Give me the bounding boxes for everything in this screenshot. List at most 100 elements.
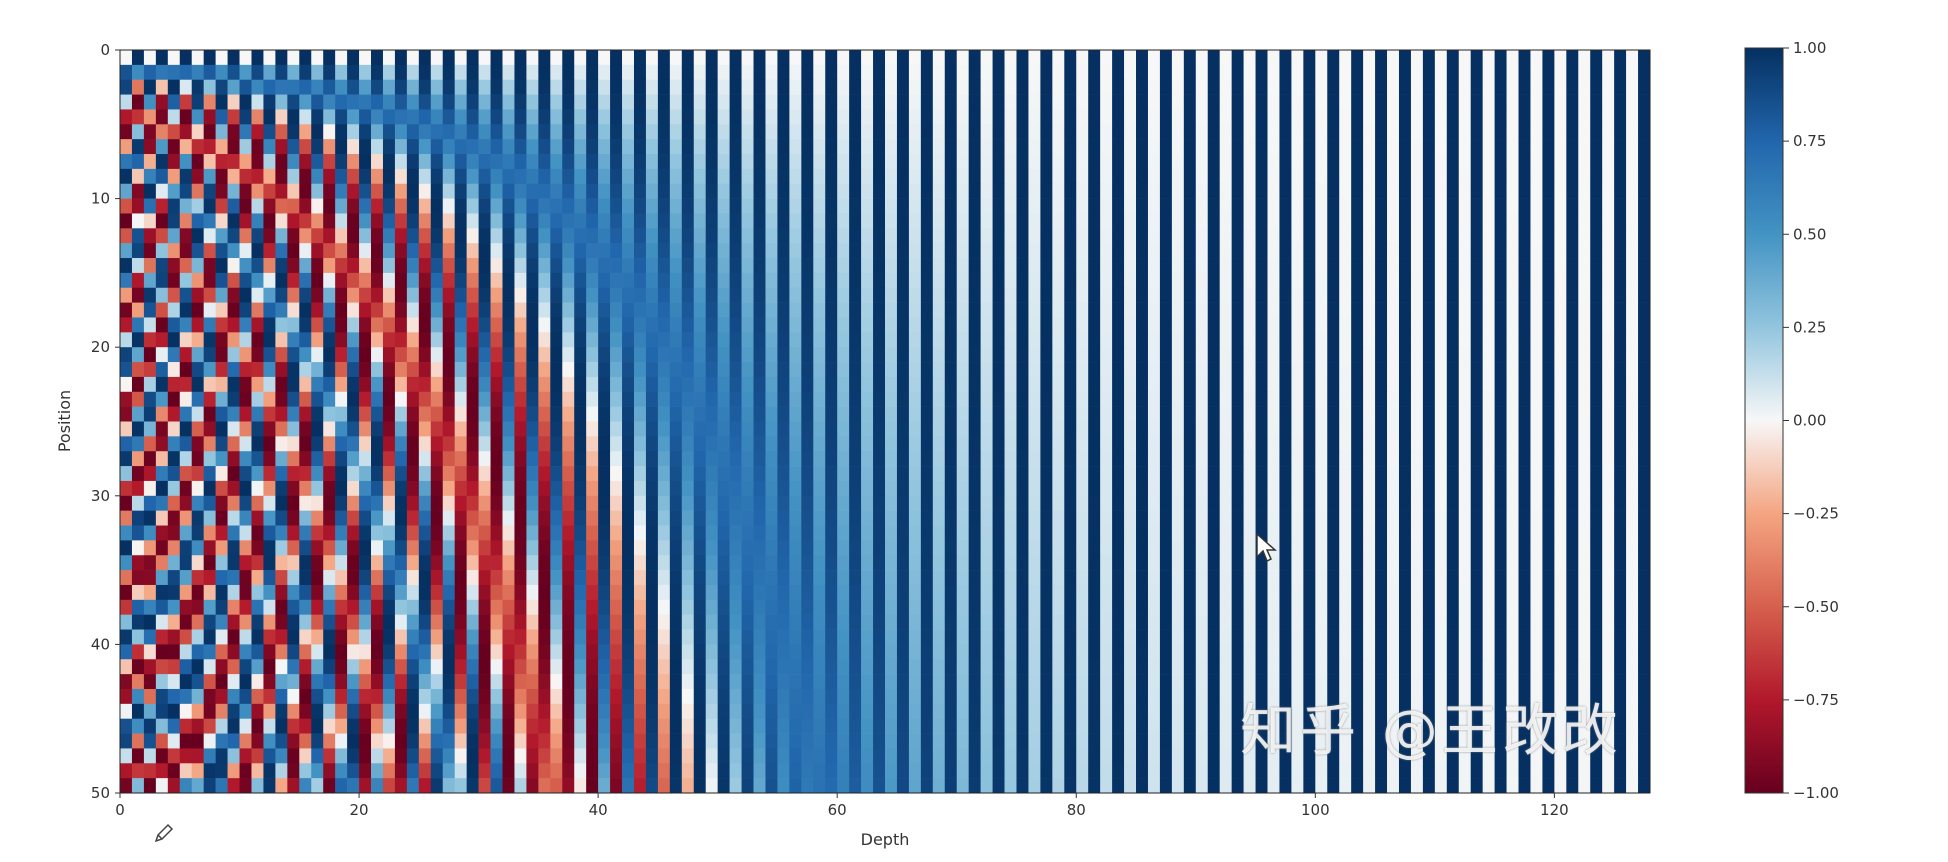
heatmap-cell xyxy=(1171,614,1185,630)
heatmap-cell xyxy=(1279,332,1292,348)
heatmap-cell xyxy=(275,347,288,363)
heatmap-cell xyxy=(1638,50,1651,66)
heatmap-cell xyxy=(1542,347,1555,363)
heatmap-cell xyxy=(1291,109,1304,125)
heatmap-cell xyxy=(1363,154,1376,170)
heatmap-cell xyxy=(1494,391,1507,407)
heatmap-cell xyxy=(538,124,551,140)
heatmap-cell xyxy=(633,64,647,81)
heatmap-cell xyxy=(382,599,396,615)
heatmap-cell xyxy=(155,198,169,214)
heatmap-cell xyxy=(693,362,707,378)
heatmap-cell xyxy=(610,243,623,259)
heatmap-cell xyxy=(1506,436,1519,452)
heatmap-cell xyxy=(550,480,563,497)
heatmap-cell xyxy=(1076,154,1089,170)
heatmap-cell xyxy=(120,391,133,407)
heatmap-cell xyxy=(980,168,993,185)
heatmap-cell xyxy=(1626,228,1639,244)
heatmap-cell xyxy=(825,213,838,229)
heatmap-cell xyxy=(1016,555,1029,571)
heatmap-cell xyxy=(825,183,838,199)
heatmap-cell xyxy=(645,510,659,526)
heatmap-cell xyxy=(574,183,587,199)
heatmap-cell xyxy=(932,154,946,170)
heatmap-cell xyxy=(1183,555,1197,571)
heatmap-cell xyxy=(215,362,228,378)
heatmap-cell xyxy=(920,406,934,422)
heatmap-cell xyxy=(1530,243,1543,259)
heatmap-cell xyxy=(657,139,671,155)
heatmap-cell xyxy=(765,525,778,541)
heatmap-cell xyxy=(610,50,623,66)
heatmap-cell xyxy=(1351,109,1364,125)
heatmap-cell xyxy=(406,495,420,511)
heatmap-cell xyxy=(598,406,611,422)
heatmap-cell xyxy=(478,406,491,422)
heatmap-cell xyxy=(956,525,969,541)
heatmap-cell xyxy=(514,139,527,155)
heatmap-cell xyxy=(1052,168,1065,185)
heatmap-cell xyxy=(1602,466,1615,482)
heatmap-cell xyxy=(681,391,695,407)
heatmap-cell xyxy=(1506,317,1519,333)
heatmap-cell xyxy=(550,213,563,229)
heatmap-cell xyxy=(1112,540,1125,556)
heatmap-cell xyxy=(263,555,276,571)
heatmap-cell xyxy=(1255,317,1268,333)
heatmap-cell xyxy=(131,391,145,407)
heatmap-cell xyxy=(980,272,993,289)
heatmap-cell xyxy=(1554,599,1567,615)
heatmap-cell xyxy=(968,495,981,511)
heatmap-cell xyxy=(263,584,276,601)
heatmap-cell xyxy=(251,614,264,630)
heatmap-cell xyxy=(490,154,503,170)
heatmap-cell xyxy=(1195,168,1209,185)
heatmap-cell xyxy=(275,362,288,378)
heatmap-cell xyxy=(598,139,611,155)
heatmap-cell xyxy=(956,376,969,393)
heatmap-cell xyxy=(1315,570,1328,586)
heatmap-cell xyxy=(335,376,348,393)
heatmap-cell xyxy=(442,480,455,497)
heatmap-cell xyxy=(873,50,886,66)
heatmap-cell xyxy=(944,614,958,630)
heatmap-cell xyxy=(454,243,467,259)
heatmap-cell xyxy=(669,584,683,601)
heatmap-cell xyxy=(586,584,599,601)
heatmap-cell xyxy=(251,317,264,333)
heatmap-cell xyxy=(586,376,599,393)
heatmap-cell xyxy=(956,436,969,452)
heatmap-cell xyxy=(1375,258,1388,274)
heatmap-cell xyxy=(490,376,503,393)
heatmap-cell xyxy=(657,317,671,333)
heatmap-cell xyxy=(1566,495,1579,511)
heatmap-cell xyxy=(382,451,396,467)
heatmap-cell xyxy=(574,302,587,318)
heatmap-cell xyxy=(1602,436,1615,452)
heatmap-cell xyxy=(1339,347,1352,363)
heatmap-cell xyxy=(1183,614,1197,630)
heatmap-cell xyxy=(1518,258,1531,274)
heatmap-cell xyxy=(1028,376,1041,393)
heatmap-cell xyxy=(371,228,384,244)
heatmap-cell xyxy=(789,436,802,452)
heatmap-cell xyxy=(1112,154,1125,170)
heatmap-cell xyxy=(849,302,862,318)
heatmap-cell xyxy=(1422,154,1436,170)
heatmap-cell xyxy=(1506,584,1519,601)
heatmap-cell xyxy=(323,317,336,333)
heatmap-cell xyxy=(1351,540,1364,556)
heatmap-cell xyxy=(227,347,240,363)
heatmap-cell xyxy=(1422,599,1436,615)
heatmap-cell xyxy=(645,525,659,541)
heatmap-cell xyxy=(1040,228,1053,244)
heatmap-cell xyxy=(155,94,169,110)
heatmap-cell xyxy=(1124,525,1137,541)
heatmap-cell xyxy=(765,347,778,363)
heatmap-cell xyxy=(1398,584,1412,601)
heatmap-cell xyxy=(980,79,993,95)
heatmap-cell xyxy=(1542,183,1555,199)
heatmap-cell xyxy=(1482,272,1495,289)
heatmap-cell xyxy=(323,50,336,66)
